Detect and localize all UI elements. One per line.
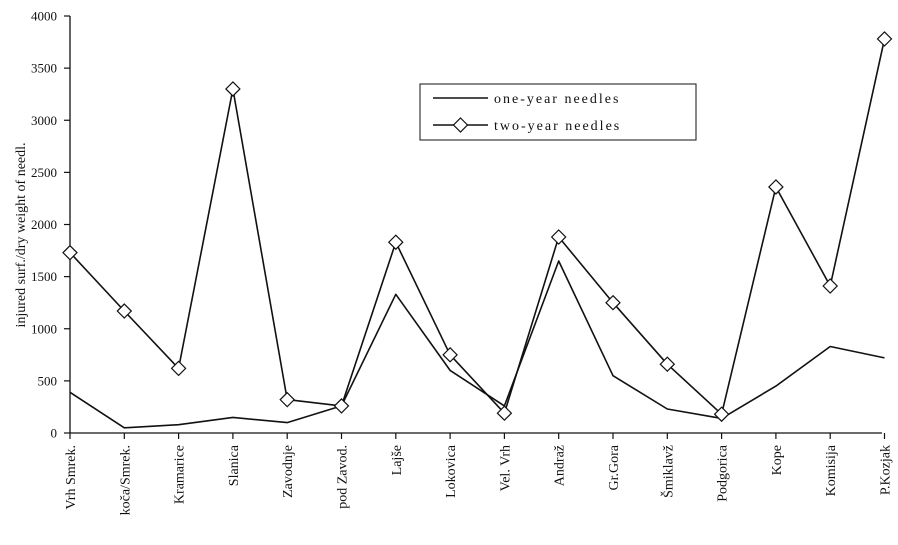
two-year-needles-point (768, 179, 784, 195)
x-tick-label: Kope (770, 445, 785, 475)
x-tick-label: Šmiklavž (659, 445, 676, 498)
two-year-needles-line (69, 38, 886, 416)
y-tick-label: 500 (38, 373, 58, 388)
two-year-needles-point (605, 294, 621, 311)
x-tick-label: Lokovica (444, 444, 459, 498)
legend: one-year needles two-year needles (419, 83, 697, 141)
one-year-needles-line (69, 260, 885, 429)
x-tick-label: koča/Smrek. (118, 445, 133, 515)
x-tick-label: Lajše (390, 445, 405, 475)
legend-two-year-label: two-year needles (494, 119, 621, 134)
y-tick-label: 2000 (31, 217, 57, 232)
two-year-needles-point (387, 234, 404, 251)
two-year-needles-point (496, 405, 513, 422)
legend-diamond-marker (452, 117, 469, 133)
y-tick-label: 3000 (31, 113, 57, 128)
y-tick-label: 4000 (31, 9, 57, 24)
x-tick-label: Andraž (553, 445, 568, 486)
two-year-needles-point (659, 356, 676, 373)
series-group (62, 31, 893, 429)
x-tick-label: Podgorica (716, 444, 731, 502)
x-tick-label: Slanica (227, 444, 242, 486)
y-tick-label: 0 (51, 426, 58, 441)
two-year-needles-point (876, 31, 893, 47)
two-year-needles-point (550, 229, 567, 245)
two-year-needles-point (62, 244, 78, 261)
legend-box (419, 83, 697, 141)
x-axis-ticks: Vrh Smrek. koča/Smrek. Kramarice Slanica Zav… (64, 433, 894, 515)
two-year-needles-point (713, 406, 730, 423)
y-tick-label: 2500 (31, 165, 57, 180)
x-tick-label: Kramarice (173, 445, 188, 504)
two-year-needles-point (333, 398, 350, 414)
two-year-needles-point (822, 278, 839, 294)
x-tick-label: pod Zavod. (336, 445, 351, 509)
x-tick-label: Vrh Smrek. (64, 445, 79, 509)
legend-one-year-label: one-year needles (494, 92, 620, 107)
two-year-needles-point (225, 81, 241, 97)
x-tick-label: Komisija (824, 444, 839, 496)
y-tick-label: 1500 (31, 269, 57, 284)
x-tick-label: P.Kozjak (879, 445, 894, 495)
y-axis-label: injured surf./dry weight of needl. (14, 142, 29, 327)
x-tick-label: Vel. Vrh (498, 445, 513, 491)
two-year-needles-point (170, 360, 187, 377)
two-year-needles-point (279, 391, 296, 408)
x-tick-label: Gr.Gora (607, 444, 622, 490)
x-tick-label: Zavodnje (281, 445, 296, 498)
y-axis-ticks: 0 500 1000 1500 2000 2500 3000 3500 4000 (31, 9, 70, 441)
y-tick-label: 1000 (31, 321, 57, 336)
two-year-needles-point (116, 303, 133, 319)
y-tick-label: 3500 (31, 61, 57, 76)
two-year-needles-point (442, 346, 458, 363)
